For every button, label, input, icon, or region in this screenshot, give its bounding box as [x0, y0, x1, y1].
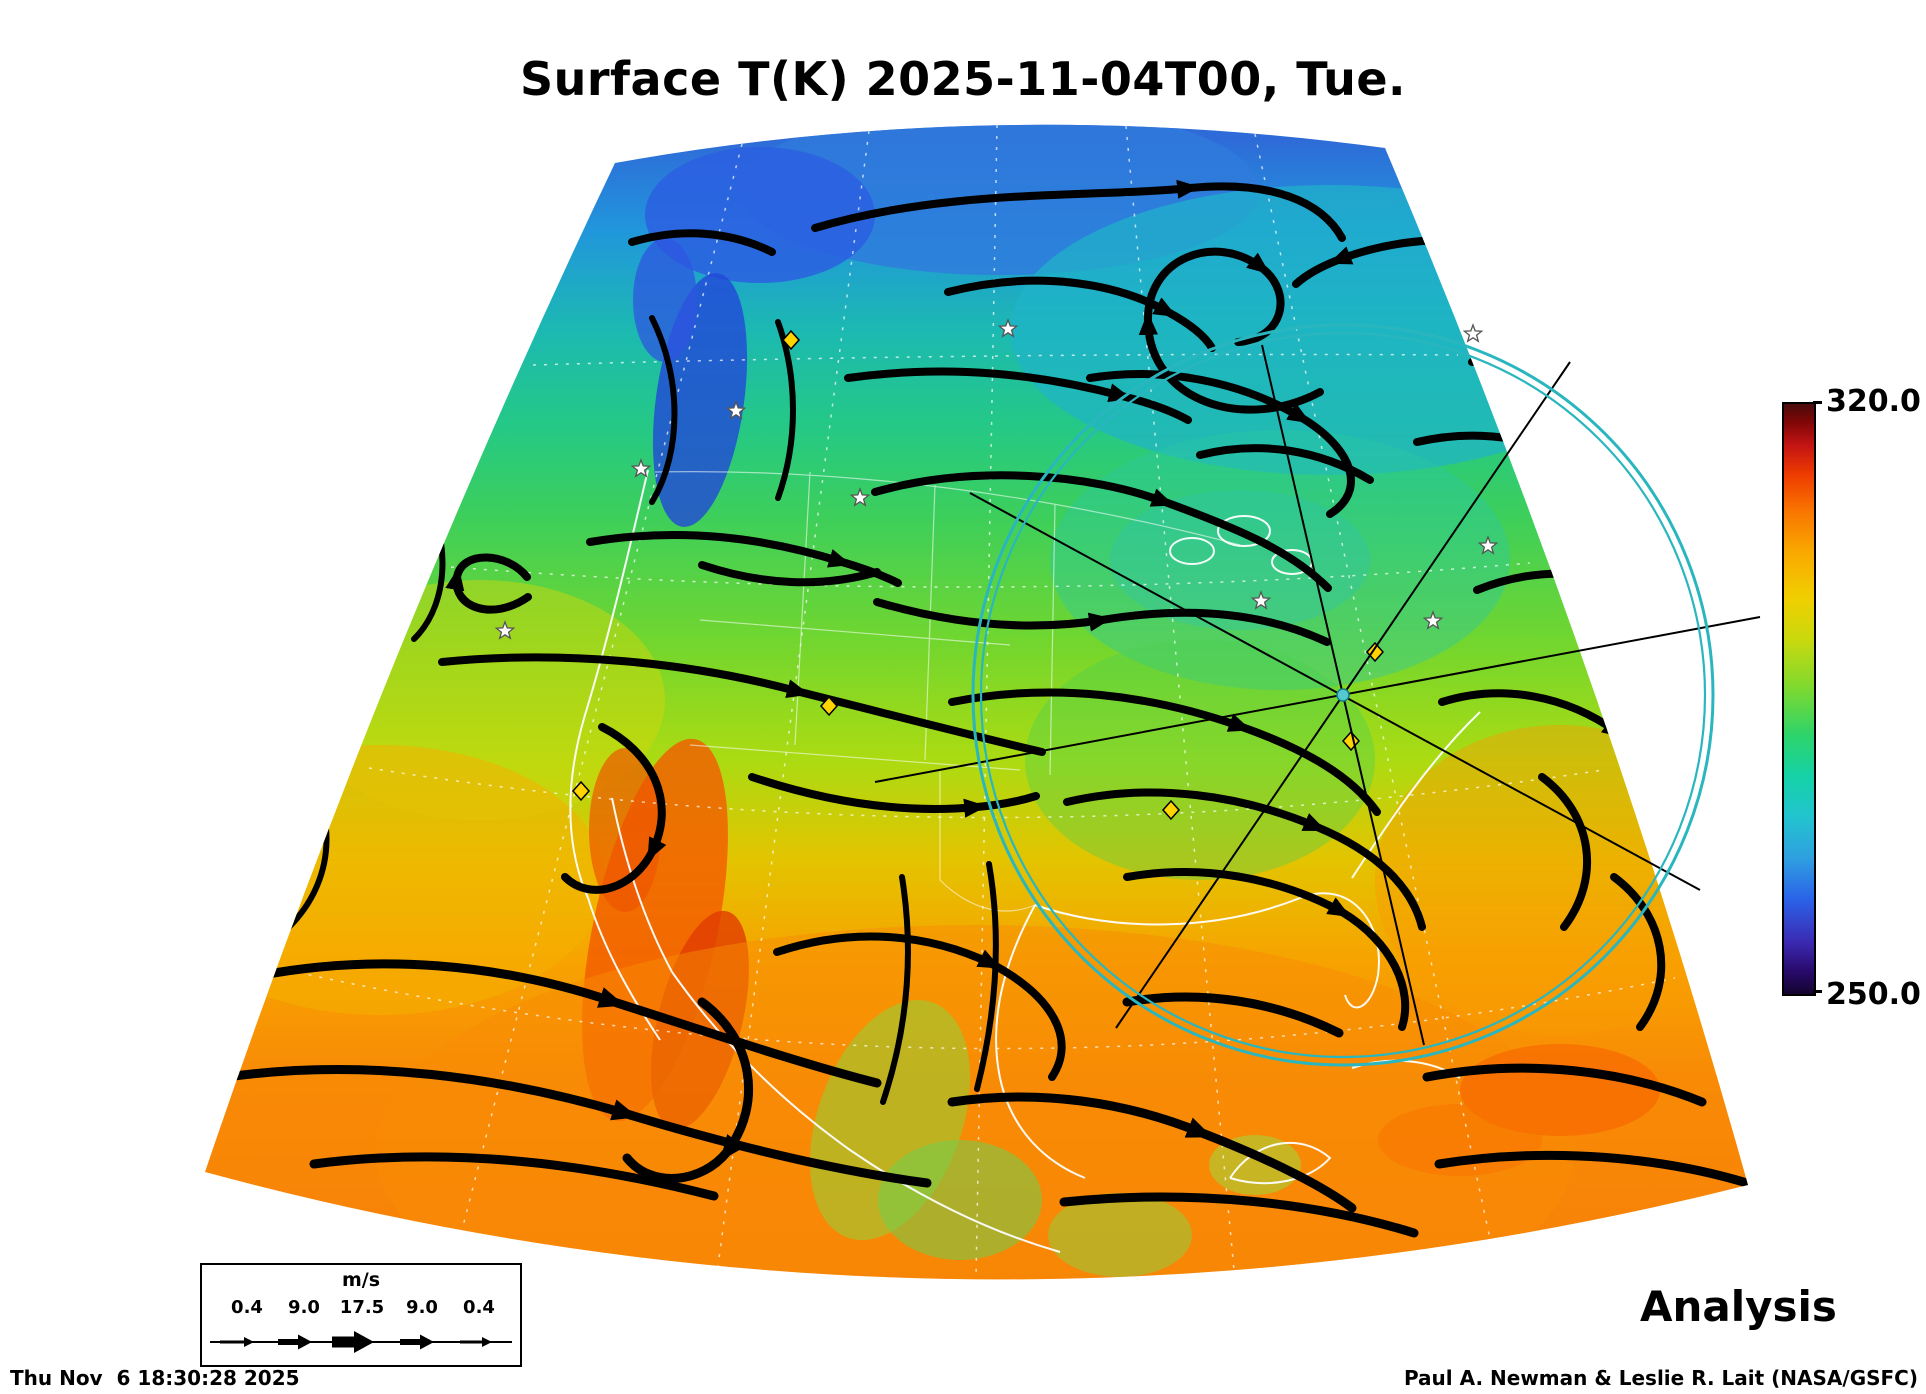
colorbar-bottom-tick [1813, 990, 1822, 993]
colorbar-top-tick [1813, 401, 1822, 404]
cyan-range-circle-inner [979, 331, 1707, 1059]
white-star-icon [1463, 324, 1483, 342]
range-ring-overlay [874, 323, 1761, 1067]
credit-line: Paul A. Newman & Leslie R. Lait (NASA/GS… [1403, 1366, 1918, 1390]
wind-unit-label: m/s [341, 1269, 381, 1291]
wind-value-4: 0.4 [463, 1297, 495, 1318]
colorbar-min-label: 250.0 [1826, 977, 1921, 1012]
cyan-range-circle [971, 323, 1715, 1067]
wind-value-2: 17.5 [339, 1297, 385, 1318]
wind-value-1: 9.0 [288, 1297, 320, 1318]
analysis-label: Analysis [1640, 1282, 1837, 1331]
page-title: Surface T(K) 2025-11-04T00, Tue. [519, 52, 1407, 106]
range-circle-center-dot [1336, 688, 1350, 702]
wind-value-0: 0.4 [231, 1297, 263, 1318]
geographic-boundaries [569, 469, 1481, 1253]
colorbar-max-label: 320.0 [1826, 384, 1921, 419]
temperature-anomalies [205, 124, 1745, 1280]
wind-speed-legend: m/s 0.4 9.0 17.5 9.0 0.4 [200, 1263, 522, 1367]
wind-value-3: 9.0 [406, 1297, 438, 1318]
temperature-colorbar [1782, 402, 1816, 996]
wind-arrow-scale [210, 1331, 512, 1353]
generated-timestamp: Thu Nov 6 18:30:28 2025 [10, 1366, 300, 1390]
